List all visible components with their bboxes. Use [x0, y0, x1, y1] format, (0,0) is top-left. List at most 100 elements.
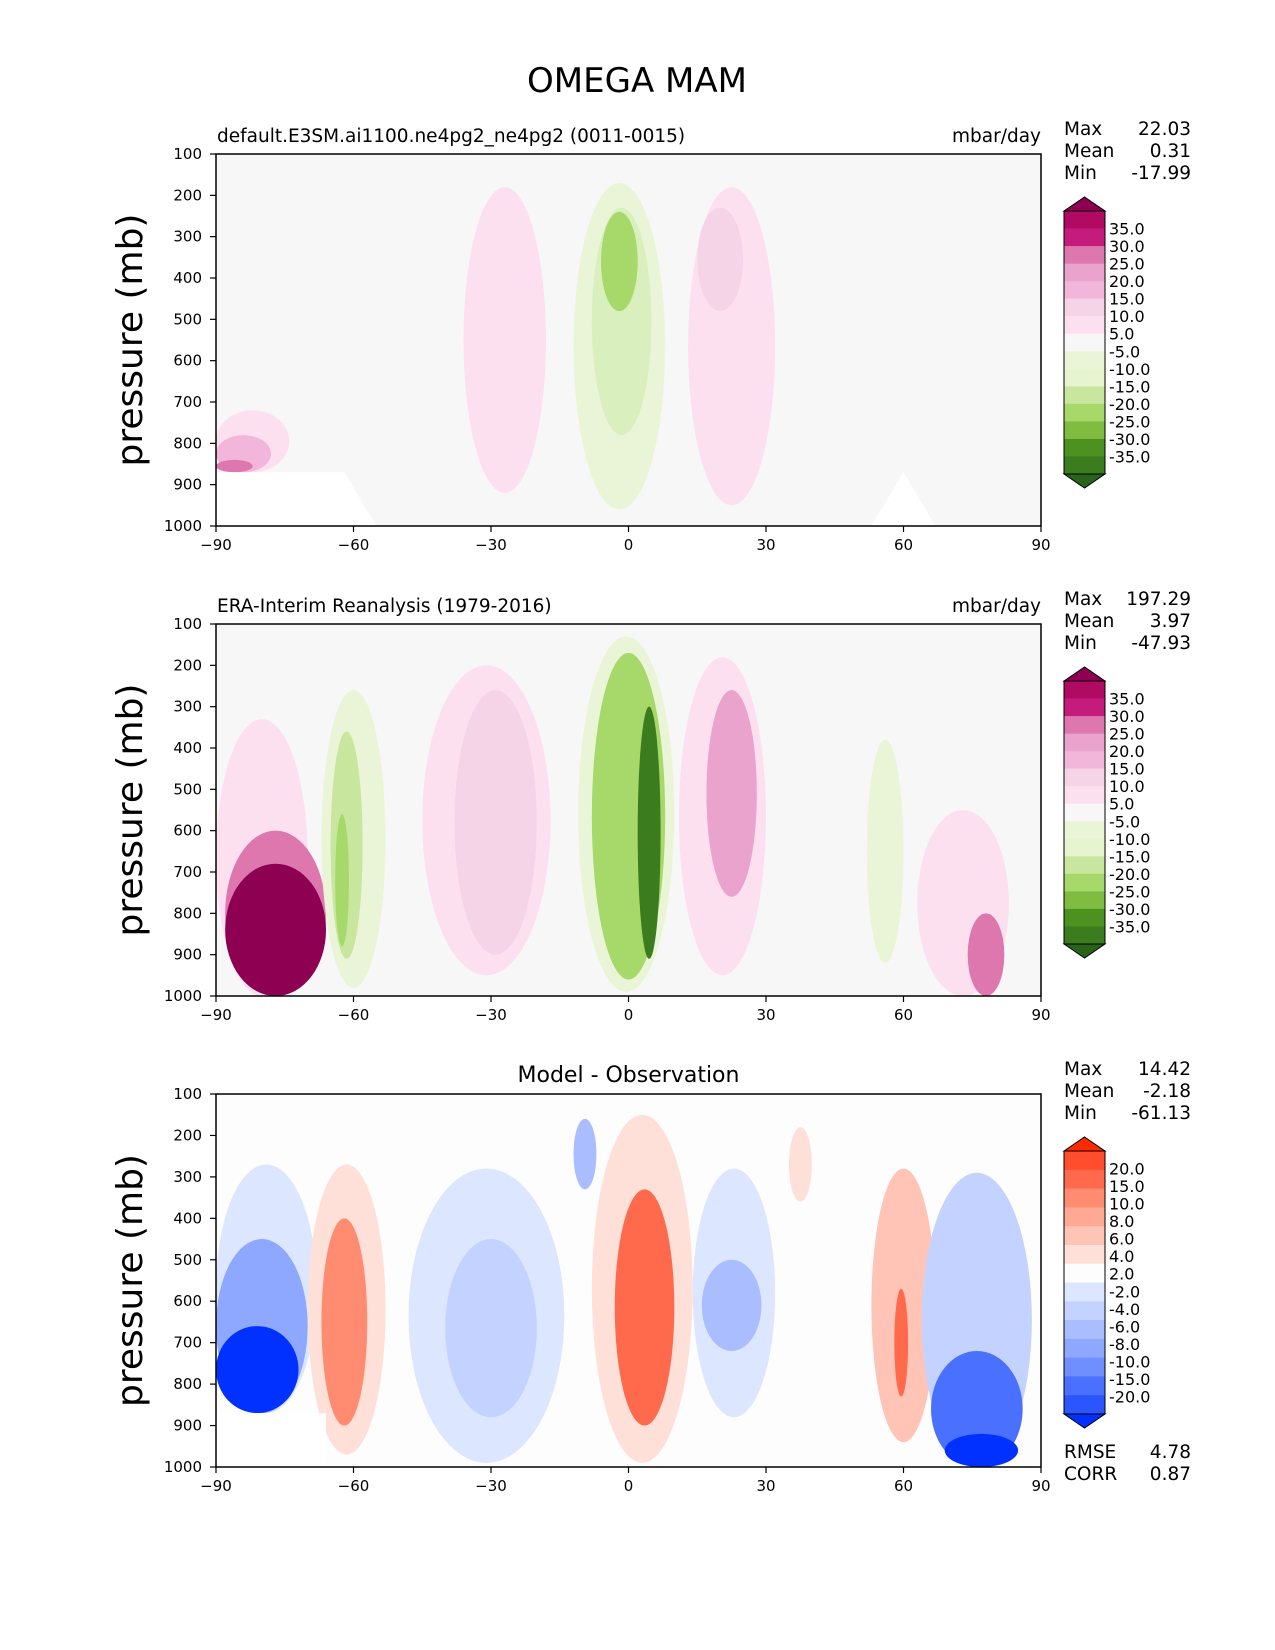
contour-region-11: [637, 706, 661, 959]
y-tick-label: 300: [173, 228, 202, 246]
y-tick-label: 200: [173, 1126, 202, 1144]
colorbar-band: [1064, 856, 1105, 875]
y-tick-label: 600: [173, 352, 202, 370]
colorbar-band: [1064, 1244, 1105, 1265]
y-tick-label: 700: [173, 393, 202, 411]
colorbar-bottom-arrow: [1062, 943, 1107, 959]
y-axis-label: pressure (mb): [110, 214, 151, 467]
terrain-mask-1: [216, 1413, 326, 1467]
colorbar-label: 15.0: [1109, 760, 1145, 779]
contour-region-12: [701, 1259, 762, 1351]
colorbar-band: [1064, 1282, 1105, 1302]
colorbar-band: [1064, 1357, 1105, 1377]
colorbar-label: -15.0: [1109, 1370, 1150, 1389]
stat-value-max: 197.29: [1126, 589, 1191, 610]
terrain-mask-2: [871, 472, 936, 526]
contour-region-18: [944, 1433, 1019, 1467]
colorbar-label: 25.0: [1109, 255, 1145, 274]
colorbar-label: 30.0: [1109, 237, 1145, 256]
y-tick-label: 200: [173, 186, 202, 204]
x-tick-label: −30: [475, 536, 507, 554]
colorbar-band: [1064, 1263, 1105, 1283]
colorbar-band: [1064, 698, 1105, 717]
panel-title-left: ERA-Interim Reanalysis (1979-2016): [217, 596, 552, 617]
colorbar-label: 20.0: [1109, 272, 1145, 291]
y-tick-label: 400: [173, 269, 202, 287]
contour-region-7: [601, 211, 638, 312]
colorbar-band: [1064, 1320, 1105, 1340]
stat-value-min: -17.99: [1131, 163, 1191, 184]
colorbar-band: [1064, 456, 1105, 475]
colorbar-bottom-arrow: [1062, 1413, 1107, 1429]
stat-value-max: 14.42: [1138, 1059, 1191, 1080]
colorbar-band: [1064, 298, 1105, 317]
colorbar-band: [1064, 403, 1105, 422]
x-tick-label: −30: [475, 1477, 507, 1495]
colorbar-band: [1064, 1301, 1105, 1321]
y-tick-label: 1000: [164, 517, 202, 535]
contour-region-16: [967, 913, 1005, 996]
colorbar-band: [1064, 246, 1105, 265]
colorbar-label: -20.0: [1109, 395, 1150, 414]
colorbar-label: -25.0: [1109, 412, 1150, 431]
colorbar-band: [1064, 1169, 1105, 1190]
colorbar-label: 35.0: [1109, 220, 1145, 239]
colorbar-label: 10.0: [1109, 1195, 1145, 1214]
colorbar-label: -15.0: [1109, 847, 1150, 866]
colorbar-band: [1064, 681, 1105, 700]
contour-region-13: [788, 1127, 812, 1202]
y-tick-label: 1000: [164, 987, 202, 1005]
colorbar-band: [1064, 768, 1105, 787]
colorbar-label: -20.0: [1109, 865, 1150, 884]
y-tick-label: 500: [173, 310, 202, 328]
colorbar-band: [1064, 1376, 1105, 1396]
colorbar-label: -5.0: [1109, 812, 1140, 831]
colorbar-label: 15.0: [1109, 1177, 1145, 1196]
stat-label-max: Max: [1064, 1059, 1102, 1080]
colorbar-label: 5.0: [1109, 325, 1134, 344]
y-tick-label: 500: [173, 1251, 202, 1269]
x-tick-label: −60: [338, 536, 370, 554]
colorbar-label: -25.0: [1109, 882, 1150, 901]
stat-value-mean: 3.97: [1150, 611, 1191, 632]
colorbar-label: 20.0: [1109, 742, 1145, 761]
stat-value-corr: 0.87: [1150, 1464, 1191, 1485]
colorbar-label: -10.0: [1109, 830, 1150, 849]
x-tick-label: 30: [756, 536, 775, 554]
colorbar-band: [1064, 803, 1105, 822]
x-tick-label: 0: [624, 1006, 634, 1024]
colorbar-label: 8.0: [1109, 1212, 1134, 1231]
y-axis-label: pressure (mb): [110, 684, 151, 937]
stat-label-min: Min: [1064, 633, 1097, 654]
colorbar-label: 2.0: [1109, 1265, 1134, 1284]
colorbar-frame: [1063, 1150, 1106, 1415]
contour-region-8: [573, 1118, 597, 1190]
colorbar-label: 35.0: [1109, 690, 1145, 709]
figure-title: OMEGA MAM: [527, 61, 747, 101]
colorbar-label: 30.0: [1109, 707, 1145, 726]
x-tick-label: 30: [756, 1477, 775, 1495]
colorbar-label: -5.0: [1109, 342, 1140, 361]
colorbar-band: [1064, 908, 1105, 927]
x-tick-label: 90: [1031, 1477, 1050, 1495]
colorbar-label: -4.0: [1109, 1300, 1140, 1319]
colorbar-label: -20.0: [1109, 1387, 1150, 1406]
y-tick-label: 900: [173, 476, 202, 494]
y-tick-label: 300: [173, 698, 202, 716]
y-tick-label: 600: [173, 822, 202, 840]
stat-label-mean: Mean: [1064, 1081, 1114, 1102]
panel-title-right: mbar/day: [952, 596, 1041, 617]
panel-title-center: Model - Observation: [518, 1063, 740, 1088]
colorbar-label: -10.0: [1109, 360, 1150, 379]
colorbar-band: [1064, 333, 1105, 352]
panel-3: −90 −60 −30 0 30 60 90 100 200 300 400 500 600 700 800…: [110, 1059, 1191, 1495]
contour-region-7: [445, 1239, 537, 1418]
colorbar-band: [1064, 351, 1105, 370]
colorbar-band: [1064, 316, 1105, 335]
colorbar-frame: [1063, 680, 1106, 945]
contour-region-4: [463, 187, 546, 493]
stat-label-min: Min: [1064, 163, 1097, 184]
colorbar-label: -6.0: [1109, 1317, 1140, 1336]
y-tick-label: 1000: [164, 1458, 202, 1476]
